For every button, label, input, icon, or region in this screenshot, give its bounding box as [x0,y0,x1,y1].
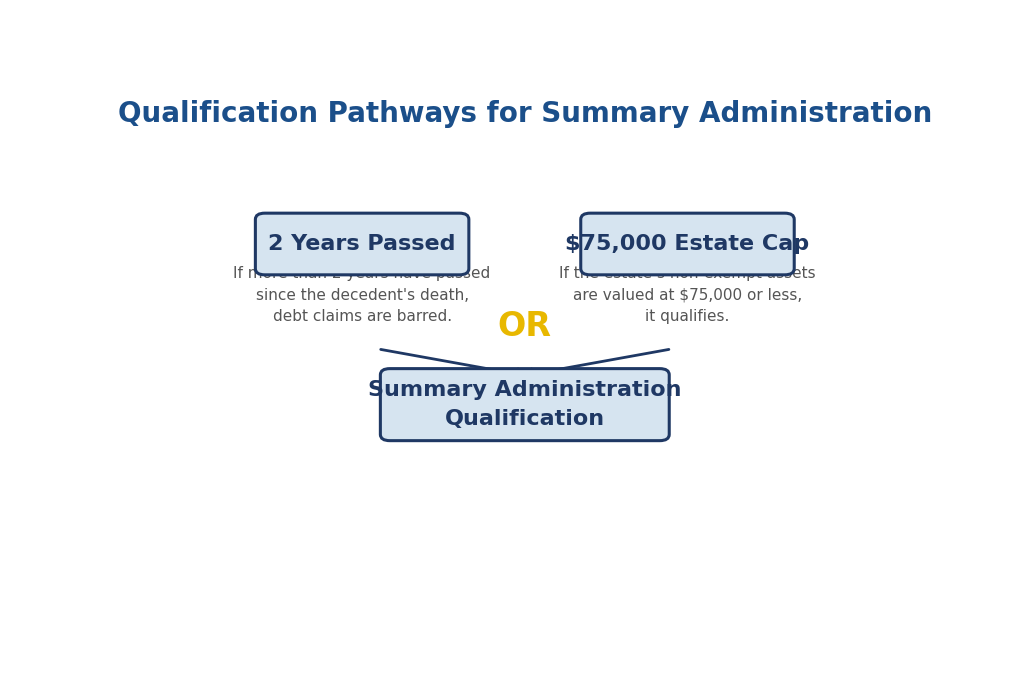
FancyBboxPatch shape [255,213,469,275]
Text: OR: OR [498,310,552,343]
FancyBboxPatch shape [380,369,670,441]
Text: 2 Years Passed: 2 Years Passed [268,234,456,254]
Text: $75,000 Estate Cap: $75,000 Estate Cap [565,234,810,254]
Text: If the estate’s non-exempt assets
are valued at $75,000 or less,
it qualifies.: If the estate’s non-exempt assets are va… [559,266,816,324]
Text: Summary Administration
Qualification: Summary Administration Qualification [368,380,682,429]
Text: If more than 2 years have passed
since the decedent's death,
debt claims are bar: If more than 2 years have passed since t… [233,266,490,324]
FancyBboxPatch shape [581,213,795,275]
Text: Qualification Pathways for Summary Administration: Qualification Pathways for Summary Admin… [118,100,932,129]
